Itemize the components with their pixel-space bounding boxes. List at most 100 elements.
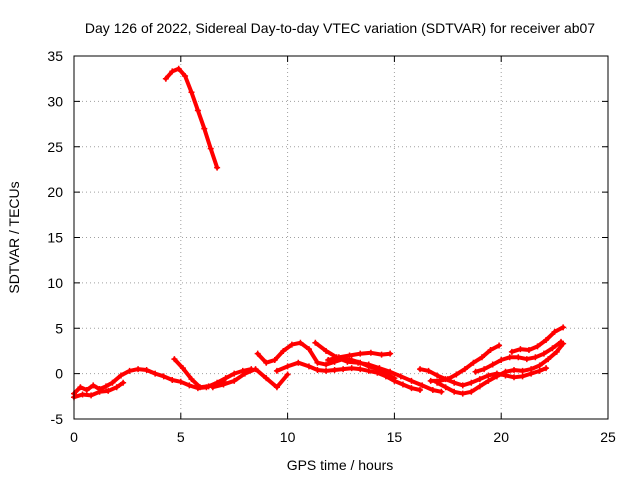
data-point (135, 366, 142, 373)
data-point (171, 356, 178, 363)
data-point (79, 391, 86, 398)
data-point (442, 384, 449, 391)
data-point (117, 372, 124, 379)
data-point (374, 369, 381, 376)
data-point (335, 354, 342, 361)
data-point (543, 337, 550, 344)
data-point (560, 324, 567, 331)
data-point (367, 349, 374, 356)
data-point (254, 350, 261, 357)
data-point (179, 365, 186, 372)
data-point (451, 388, 458, 395)
chart-title: Day 126 of 2022, Sidereal Day-to-day VTE… (85, 20, 595, 36)
data-point (523, 356, 530, 363)
data-point (511, 374, 518, 381)
data-point (305, 363, 312, 370)
data-point (241, 370, 248, 377)
data-point (323, 361, 330, 368)
x-tick-label: 10 (280, 429, 296, 445)
data-point (489, 361, 496, 368)
data-point (231, 370, 238, 377)
data-point (481, 366, 488, 373)
data-point (419, 382, 426, 389)
data-point (314, 366, 321, 373)
data-point (96, 388, 103, 395)
data-point (476, 383, 483, 390)
data-point (461, 366, 468, 373)
y-tick-label: -5 (51, 411, 64, 427)
data-point (472, 368, 479, 375)
data-point (160, 373, 167, 380)
data-point (357, 366, 364, 373)
data-point (209, 384, 216, 391)
data-point (263, 375, 270, 382)
data-point (434, 372, 441, 379)
series-line (163, 66, 220, 170)
x-axis-label: GPS time / hours (287, 457, 394, 473)
data-point (263, 359, 270, 366)
data-point (312, 339, 319, 346)
data-point (194, 107, 201, 114)
data-point (487, 347, 494, 354)
data-point (408, 385, 415, 392)
data-point (534, 343, 541, 350)
data-point (207, 145, 214, 152)
series-arc-13 (472, 338, 565, 375)
data-point (152, 370, 159, 377)
data-point (271, 357, 278, 364)
x-tick-label: 25 (600, 429, 616, 445)
data-point (284, 371, 291, 378)
data-point (553, 348, 560, 355)
data-point (182, 72, 189, 79)
data-point (344, 358, 351, 365)
data-point (459, 390, 466, 397)
y-tick-label: 20 (47, 184, 63, 200)
data-point (451, 379, 458, 386)
data-point (429, 386, 436, 393)
data-point (485, 377, 492, 384)
y-tick-label: 25 (47, 139, 63, 155)
series-arc-11 (434, 340, 567, 397)
x-tick-label: 5 (177, 429, 185, 445)
data-point (205, 383, 212, 390)
data-point (355, 359, 362, 366)
data-point (528, 366, 535, 373)
data-point (90, 382, 97, 389)
data-point (214, 164, 221, 171)
y-tick-label: 5 (55, 320, 63, 336)
series-layer (71, 65, 567, 401)
data-point (536, 362, 543, 369)
data-point (438, 388, 445, 395)
data-point (543, 365, 550, 372)
data-point (511, 366, 518, 373)
data-point (201, 125, 208, 132)
data-point (498, 357, 505, 364)
data-point (508, 348, 515, 355)
data-point (340, 366, 347, 373)
data-point (468, 388, 475, 395)
data-point (468, 379, 475, 386)
data-point (502, 368, 509, 375)
data-point (365, 361, 372, 368)
data-point (348, 365, 355, 372)
data-point (252, 366, 259, 373)
data-point (434, 379, 441, 386)
data-point (551, 328, 558, 335)
series-arc-4 (209, 366, 291, 391)
tick-layer: 0 5 10 15 20 25 -5 0 5 10 15 20 25 30 35 (47, 48, 616, 445)
series-line (418, 366, 549, 388)
data-point (485, 372, 492, 379)
data-point (558, 338, 565, 345)
series-line (72, 367, 226, 396)
data-point (470, 359, 477, 366)
data-point (519, 373, 526, 380)
data-point (103, 383, 110, 390)
data-point (113, 384, 120, 391)
data-point (519, 367, 526, 374)
data-point (357, 350, 364, 357)
x-tick-label: 0 (70, 429, 78, 445)
data-point (444, 376, 451, 383)
data-point (382, 373, 389, 380)
series-satellite-arc-high (162, 65, 221, 171)
data-point (378, 351, 385, 358)
